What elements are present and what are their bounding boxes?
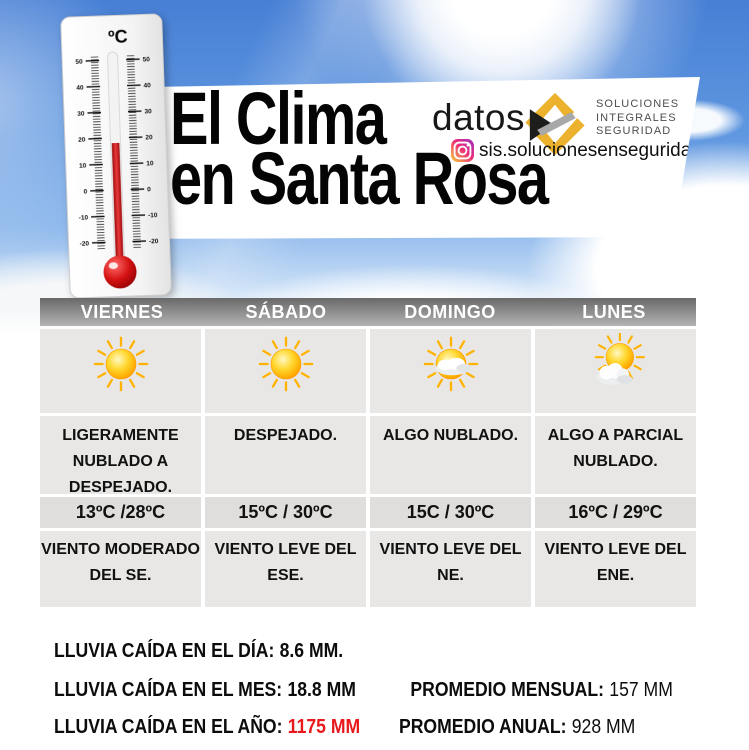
forecast-header-row: VIERNES SÁBADO DOMINGO LUNES: [40, 298, 696, 326]
rain-month-value: 18.8 MM: [287, 679, 356, 701]
annual-average-label: PROMEDIO ANUAL:: [398, 716, 567, 738]
page-title: El Clima en Santa Rosa: [170, 77, 549, 220]
svg-text:40: 40: [143, 82, 151, 89]
rain-day-line: LLUVIA CAÍDA EN EL DÍA: 8.6 MM.: [54, 640, 343, 663]
logo-line-soluciones: SOLUCIONES: [596, 98, 680, 110]
thermometer-major-ticks: [85, 58, 147, 244]
day-header-sabado: SÁBADO: [245, 301, 327, 322]
sun-behind-cloud-icon: [585, 333, 647, 385]
brand-datos-label: datos: [432, 97, 526, 138]
svg-text:30: 30: [144, 108, 152, 115]
monthly-average-value: 157 MM: [609, 679, 673, 701]
condition-domingo: ALGO NUBLADO.: [370, 416, 531, 494]
svg-text:-20: -20: [149, 238, 159, 245]
thermometer-unit-label: ºC: [108, 27, 128, 48]
rain-day-label: LLUVIA CAÍDA EN EL DÍA:: [54, 640, 275, 662]
day-header-domingo: DOMINGO: [404, 301, 496, 322]
rain-month-label: LLUVIA CAÍDA EN EL MES:: [54, 679, 283, 701]
thermometer-scale-labels: 50 40 30 20 10 0 -10 -20 50 40 30 20 10 …: [75, 56, 159, 248]
wind-lunes: VIENTO LEVE DEL ENE.: [535, 531, 696, 607]
svg-text:0: 0: [147, 186, 151, 193]
temps-domingo: 15C / 30ºC: [370, 497, 531, 528]
logo-line-integrales: INTEGRALES: [596, 111, 677, 124]
weather-cell-lunes: [535, 329, 696, 413]
page-title-line1: El Clima: [170, 77, 387, 160]
annual-average-value: 928 MM: [571, 716, 636, 738]
instagram-icon: [451, 139, 474, 162]
logo-line-seguridad: SEGURIDAD: [596, 125, 672, 137]
svg-text:30: 30: [77, 110, 85, 117]
instagram-handle: sis.solucionesenseguridad: [479, 139, 702, 161]
weather-cell-viernes: [40, 329, 201, 413]
condition-lunes: ALGO A PARCIAL NUBLADO.: [535, 416, 696, 494]
temps-sabado: 15ºC / 30ºC: [205, 497, 366, 528]
condition-viernes: LIGERAMENTE NUBLADO A DESPEJADO.: [40, 416, 201, 496]
thermometer-graphic: ºC 50 40 30 20 10 0 -10 -20 50 40 30 20 …: [60, 13, 172, 299]
monthly-average-label: PROMEDIO MENSUAL:: [410, 679, 604, 701]
wind-viernes: VIENTO MODERADO DEL SE.: [40, 531, 201, 607]
mercury-column: [111, 142, 124, 270]
instagram-handle-row: sis.solucionesenseguridad: [450, 138, 702, 163]
day-header-viernes: VIERNES: [80, 301, 164, 322]
rain-day-value: 8.6 MM.: [279, 640, 344, 662]
rain-year-line: LLUVIA CAÍDA EN EL AÑO: 1175 MM PROMEDIO …: [54, 716, 635, 739]
sun-icon: [255, 333, 317, 395]
svg-text:0: 0: [83, 188, 87, 195]
svg-text:-10: -10: [79, 214, 89, 221]
wind-sabado: VIENTO LEVE DEL ESE.: [205, 531, 366, 607]
rain-year-label: LLUVIA CAÍDA EN EL AÑO:: [54, 716, 283, 738]
sis-company-logo-icon: [525, 92, 585, 156]
svg-text:10: 10: [146, 160, 154, 167]
rain-month-line: LLUVIA CAÍDA EN EL MES: 18.8 MM PROMEDIO …: [54, 679, 673, 702]
svg-text:40: 40: [76, 84, 84, 91]
svg-text:-10: -10: [148, 212, 158, 219]
logo-company-name: SOLUCIONES INTEGRALES SEGURIDAD: [596, 98, 679, 139]
page-title-line2: en Santa Rosa: [170, 137, 549, 220]
svg-text:-20: -20: [80, 240, 90, 247]
day-header-lunes: LUNES: [582, 301, 646, 322]
annual-average: PROMEDIO ANUAL: 928 MM: [399, 716, 635, 739]
forecast-table: LIGERAMENTE NUBLADO A DESPEJADO. DESPEJA…: [40, 329, 696, 607]
svg-text:50: 50: [75, 58, 83, 65]
title-banner: El Clima en Santa Rosa datos SOLUCIONES …: [94, 77, 700, 239]
svg-text:20: 20: [145, 134, 153, 141]
sun-icon: [90, 333, 152, 395]
rain-year-value-highlight: 1175 MM: [287, 716, 361, 738]
svg-text:50: 50: [143, 56, 151, 63]
weather-cell-domingo: [370, 329, 531, 413]
temps-lunes: 16ºC / 29ºC: [535, 497, 696, 528]
temps-viernes: 13ºC /28ºC: [40, 497, 201, 528]
svg-text:20: 20: [78, 136, 86, 143]
wind-domingo: VIENTO LEVE DEL NE.: [370, 531, 531, 607]
condition-sabado: DESPEJADO.: [205, 416, 366, 494]
monthly-average: PROMEDIO MENSUAL: 157 MM: [410, 679, 672, 702]
sun-behind-small-cloud-icon: [420, 333, 482, 395]
weather-cell-sabado: [205, 329, 366, 413]
svg-text:10: 10: [79, 162, 87, 169]
